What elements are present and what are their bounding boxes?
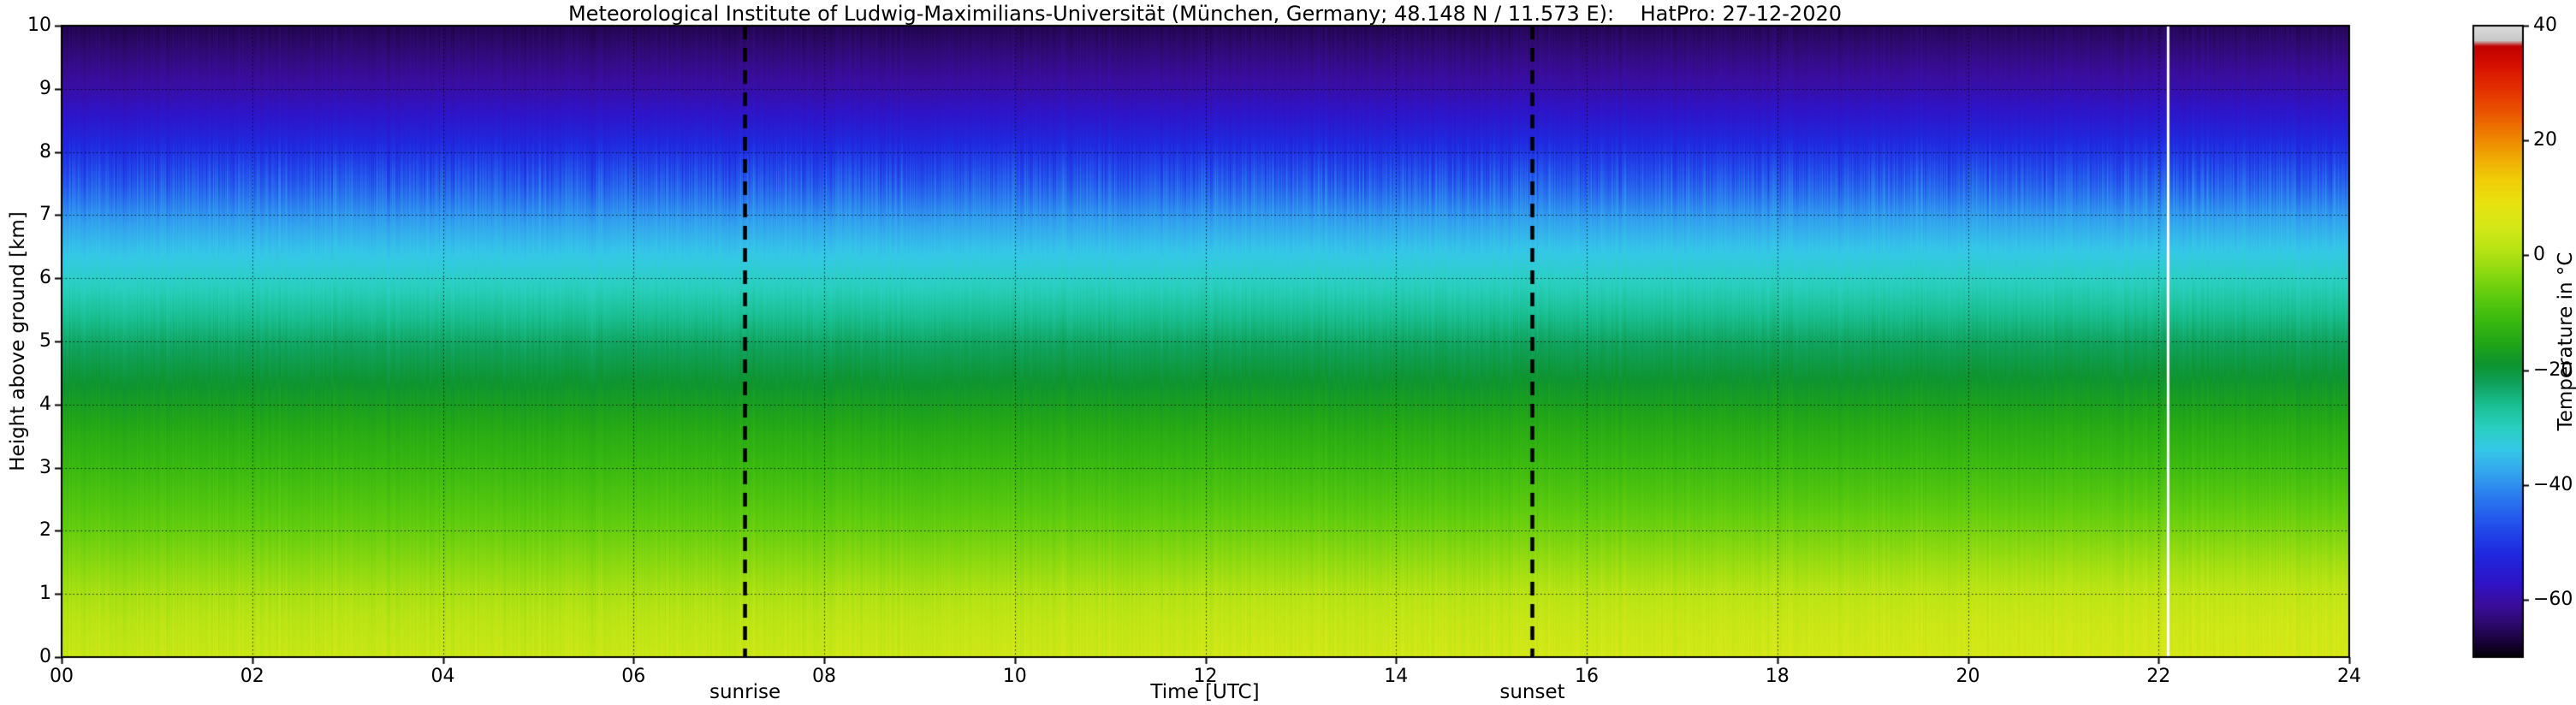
chart-title: Meteorological Institute of Ludwig-Maxim…	[567, 2, 1843, 26]
x-axis-label: Time [UTC]	[1150, 681, 1260, 703]
y-axis-label: Height above ground [km]	[7, 211, 29, 471]
colorbar-label: Temperature in °C	[2555, 252, 2576, 431]
